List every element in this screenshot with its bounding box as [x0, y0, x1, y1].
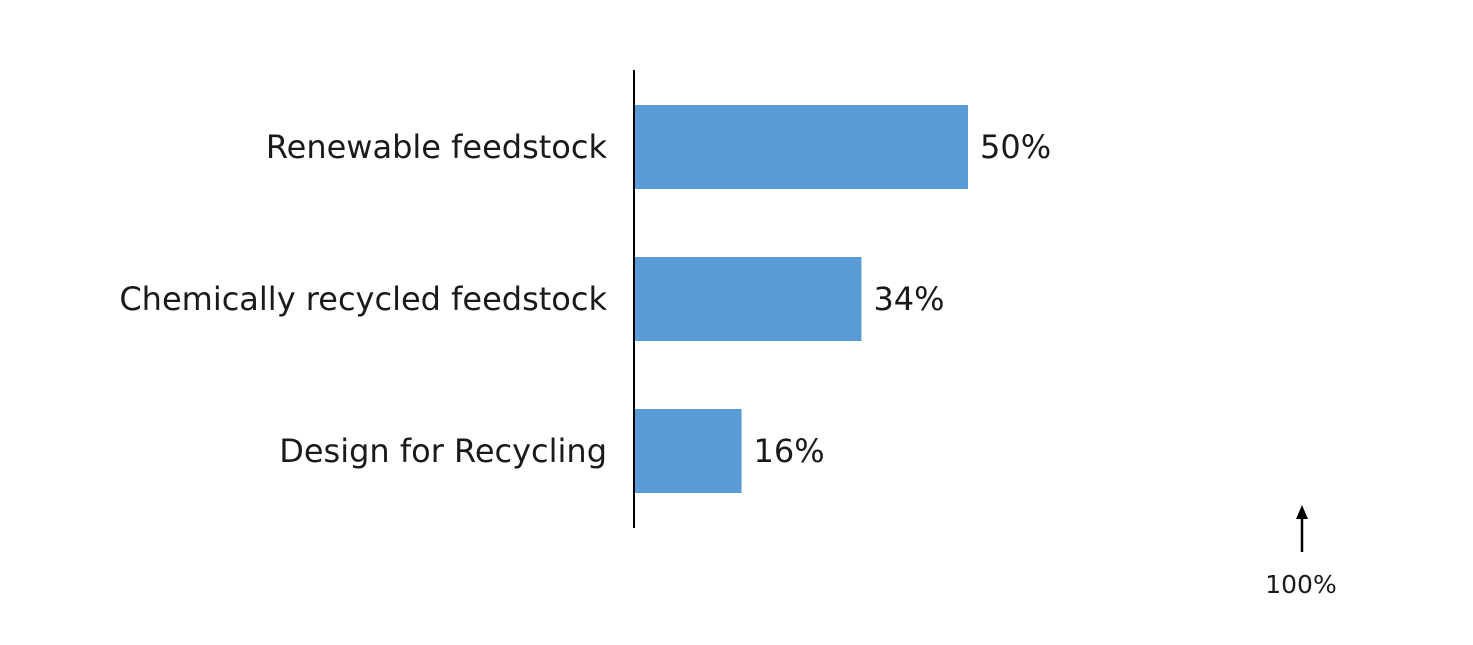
total-annotation: 100% [1265, 505, 1337, 599]
value-label-1: 50% [980, 128, 1051, 166]
up-arrow-icon [1296, 505, 1308, 519]
category-labels-group: Renewable feedstock Chemically recycled f… [119, 128, 607, 470]
bar-3 [635, 409, 742, 493]
value-label-2: 34% [873, 280, 944, 318]
value-label-3: 16% [754, 432, 825, 470]
category-label-3: Design for Recycling [279, 432, 607, 470]
value-labels-group: 50% 34% 16% [754, 128, 1052, 470]
bar-1 [635, 105, 968, 189]
category-label-1: Renewable feedstock [266, 128, 608, 166]
bars-group [635, 105, 968, 493]
category-label-2: Chemically recycled feedstock [119, 280, 607, 318]
bar-2 [635, 257, 862, 341]
total-annotation-label: 100% [1265, 570, 1336, 599]
